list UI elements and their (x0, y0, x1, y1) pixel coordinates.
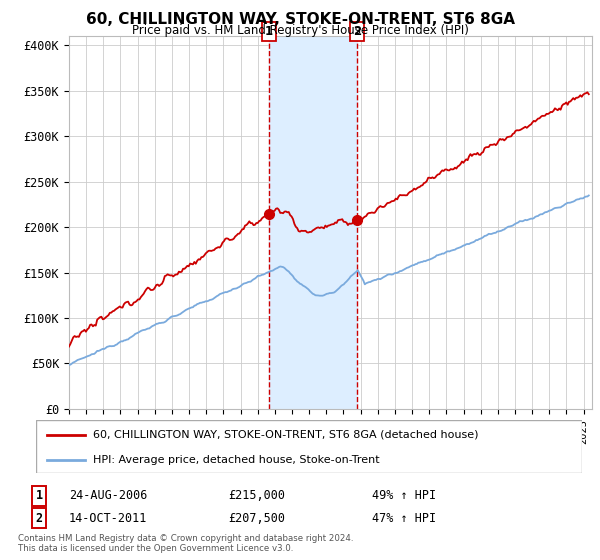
Text: 47% ↑ HPI: 47% ↑ HPI (372, 511, 436, 525)
Text: Contains HM Land Registry data © Crown copyright and database right 2024.
This d: Contains HM Land Registry data © Crown c… (18, 534, 353, 553)
Text: 60, CHILLINGTON WAY, STOKE-ON-TRENT, ST6 8GA: 60, CHILLINGTON WAY, STOKE-ON-TRENT, ST6… (86, 12, 515, 27)
Text: £207,500: £207,500 (228, 511, 285, 525)
Text: 49% ↑ HPI: 49% ↑ HPI (372, 489, 436, 502)
Text: Price paid vs. HM Land Registry's House Price Index (HPI): Price paid vs. HM Land Registry's House … (131, 24, 469, 37)
Text: 24-AUG-2006: 24-AUG-2006 (69, 489, 148, 502)
Text: 60, CHILLINGTON WAY, STOKE-ON-TRENT, ST6 8GA (detached house): 60, CHILLINGTON WAY, STOKE-ON-TRENT, ST6… (94, 430, 479, 440)
Text: 1: 1 (35, 489, 43, 502)
Text: HPI: Average price, detached house, Stoke-on-Trent: HPI: Average price, detached house, Stok… (94, 455, 380, 465)
Bar (269, 36, 357, 409)
Text: £215,000: £215,000 (228, 489, 285, 502)
Text: 14-OCT-2011: 14-OCT-2011 (69, 511, 148, 525)
FancyBboxPatch shape (36, 420, 582, 473)
Text: 1: 1 (265, 25, 273, 38)
Text: 2: 2 (35, 511, 43, 525)
Text: 2: 2 (353, 25, 361, 38)
